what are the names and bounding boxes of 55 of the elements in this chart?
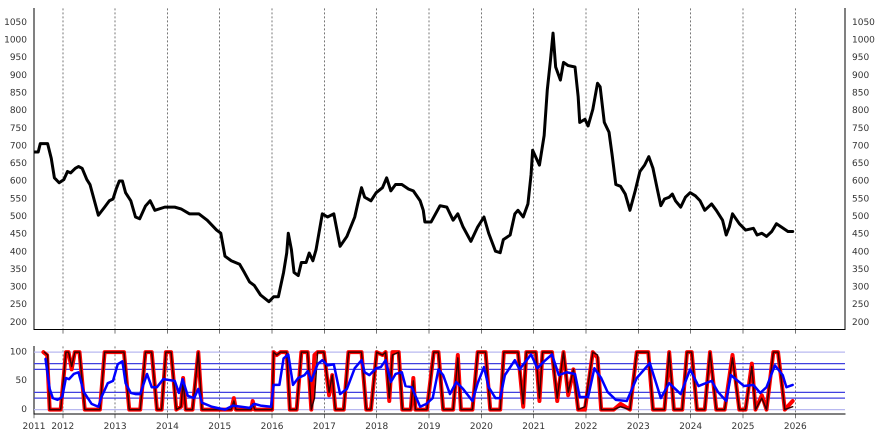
y-tick-label: 250: [10, 300, 28, 310]
x-tick-label: 2011: [22, 422, 46, 432]
x-tick-label: 2017: [312, 422, 336, 432]
y-tick-label: 700: [10, 141, 28, 152]
y-tick-label: 750: [10, 124, 28, 134]
y-tick-label: 350: [10, 264, 28, 275]
y-tick-label: 1000: [4, 36, 28, 46]
y-tick-label: 850: [10, 88, 28, 98]
y2-tick-label: 700: [852, 141, 870, 152]
y-tick-label: 400: [10, 247, 28, 258]
y-tick-label: 900: [10, 70, 28, 81]
y-tick-label: 500: [10, 212, 28, 222]
y2-tick-label: 800: [852, 106, 870, 116]
y2-tick-label: 200: [852, 318, 870, 328]
y-tick-label: 550: [10, 194, 28, 204]
y-tick-label: 800: [10, 106, 28, 116]
x-tick-label: 2016: [260, 422, 284, 432]
y-tick-label: 200: [10, 318, 28, 328]
x-tick-label: 2025: [732, 422, 754, 432]
x-tick-label: 2014: [156, 422, 180, 432]
x-tick-label: 2024: [679, 422, 702, 432]
x-tick-label: 2015: [208, 422, 232, 432]
y-tick-label: 950: [10, 53, 28, 64]
y2-tick-label: 300: [852, 282, 870, 293]
y2-tick-label: 450: [852, 230, 870, 240]
x-tick-label: 2021: [522, 422, 546, 432]
y2-tick-label: 750: [852, 124, 870, 134]
y2-tick-label: 250: [852, 300, 870, 310]
y-tick-label: 50: [16, 376, 28, 386]
y2-tick-label: 500: [852, 212, 870, 222]
y-tick-label: 300: [10, 282, 28, 293]
y-tick-label: 0: [21, 404, 28, 415]
y2-tick-label: 1000: [852, 36, 876, 46]
y2-tick-label: 400: [852, 247, 870, 258]
y-tick-label: 600: [10, 176, 28, 187]
y2-tick-label: 950: [852, 53, 870, 64]
y2-tick-label: 650: [852, 159, 870, 170]
x-tick-label: 2019: [418, 422, 441, 432]
y-tick-label: 1050: [4, 18, 28, 28]
y-tick-label: 650: [10, 159, 28, 170]
x-tick-label: 2023: [626, 422, 650, 432]
y2-tick-label: 1050: [852, 18, 876, 28]
x-tick-label: 2018: [365, 422, 388, 432]
y2-tick-label: 850: [852, 88, 870, 98]
y-tick-label: 100: [10, 347, 28, 358]
y-tick-label: 450: [10, 230, 28, 240]
x-tick-label: 2026: [784, 422, 808, 432]
x-tick-label: 2013: [104, 422, 127, 432]
y2-tick-label: 550: [852, 194, 870, 204]
y2-tick-label: 900: [852, 70, 870, 81]
x-tick-label: 2020: [470, 422, 494, 432]
x-tick-label: 2012: [51, 422, 74, 432]
x-tick-label: 2022: [574, 422, 598, 432]
y2-tick-label: 350: [852, 264, 870, 275]
y2-tick-label: 600: [852, 176, 870, 187]
